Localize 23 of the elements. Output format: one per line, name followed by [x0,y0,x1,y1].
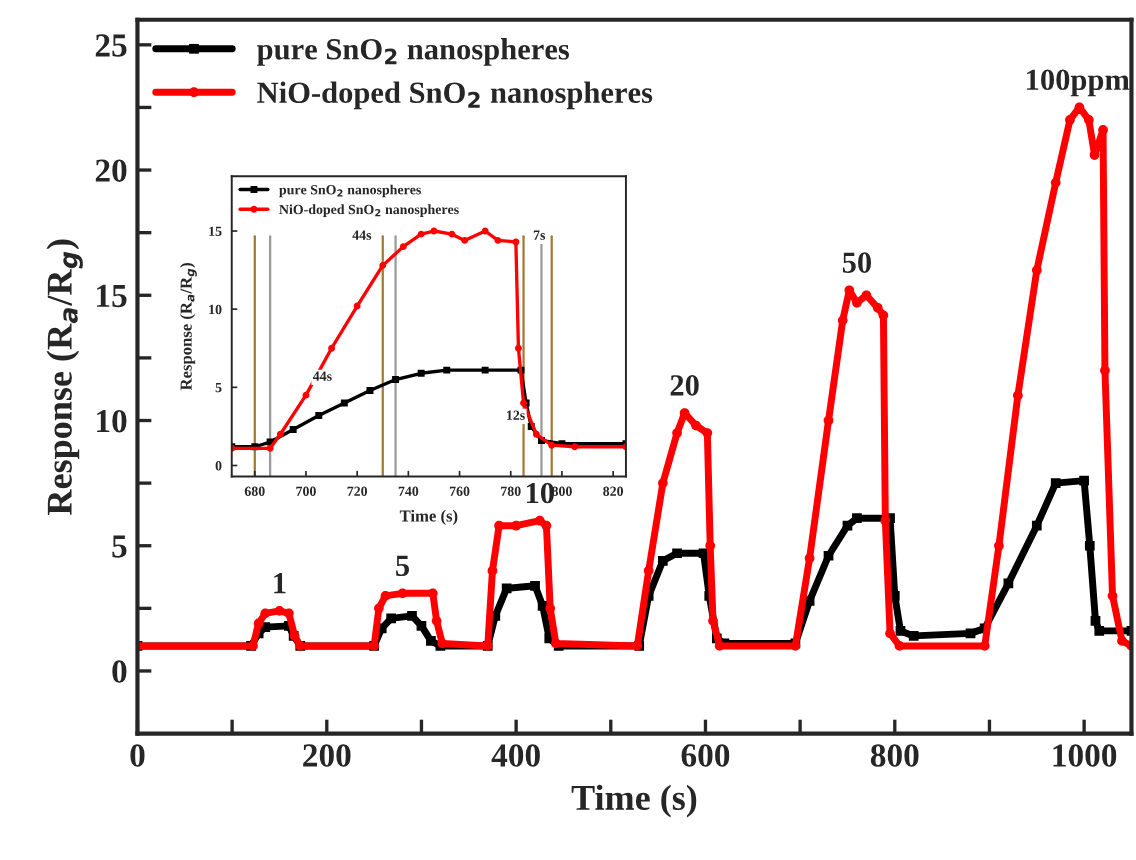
y-tick-label: 10 [97,409,127,433]
y-tick-label: 25 [95,34,127,57]
x-tick-label: 1000 [1053,744,1117,767]
legend-label: pure SnO$_{2}$ nanospheres [257,38,570,66]
x-tick-label: 800 [870,744,919,767]
y-axis-title: Response (R$_{a}$/R$_{g}$) [180,263,197,391]
x-tick-label: 400 [491,744,540,767]
annotation: 1 [274,573,286,594]
y-tick-label: 0 [112,660,127,683]
y-tick-label: 20 [95,159,127,182]
x-axis-title: Time (s) [571,784,697,818]
annotation: 20 [670,375,699,396]
legend-label: NiO-doped SnO$_{2}$ nanospheres [257,81,653,110]
y-tick-label: 15 [97,284,127,308]
x-tick-label: 0 [130,744,145,767]
x-tick-label: 600 [681,744,730,767]
y-axis-title: Response (R$_{a}$/R$_{g}$) [46,239,83,515]
annotation: 10 [526,482,554,504]
x-tick-label: 200 [303,744,351,767]
annotation: 50 [842,252,872,273]
annotation: 5 [396,555,410,577]
x-axis-title: Time (s) [399,509,458,525]
y-tick-label: 5 [112,535,127,558]
